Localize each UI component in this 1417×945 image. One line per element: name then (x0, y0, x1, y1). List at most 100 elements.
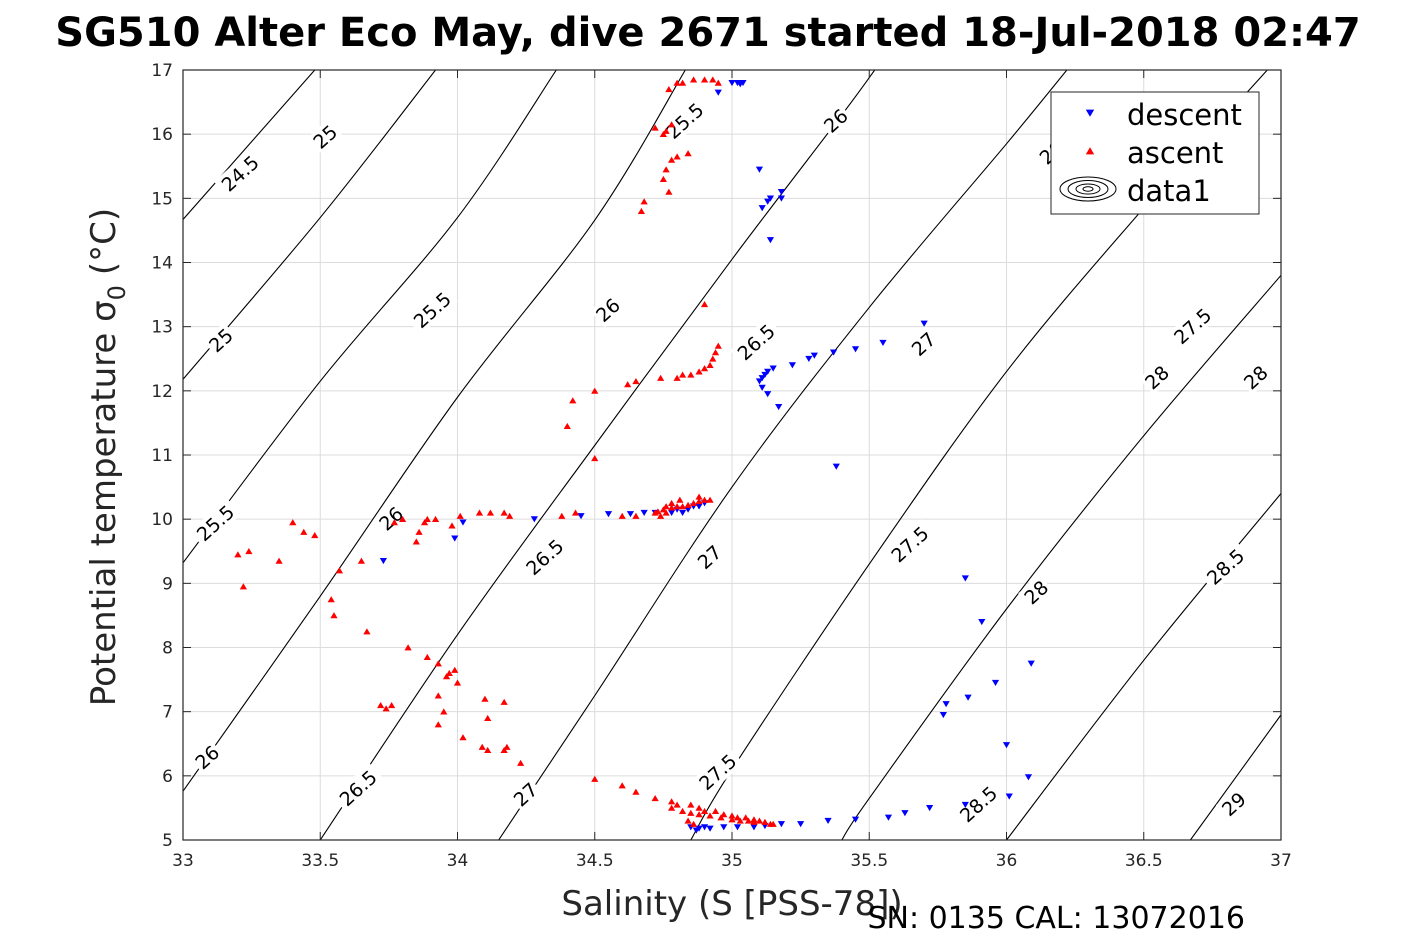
ascent-point (404, 644, 412, 651)
ascent-point (689, 499, 698, 507)
y-tick-label: 7 (162, 703, 173, 723)
contour-label-bg (373, 500, 409, 536)
ascent-point (676, 496, 684, 503)
ascent-point (420, 519, 429, 526)
ascent-point (668, 804, 676, 811)
legend-contour-ring (1075, 183, 1101, 195)
ascent-point (700, 76, 709, 83)
ascent-point (289, 519, 297, 526)
ascent-point (673, 374, 681, 381)
contour-line-28 (841, 274, 1281, 840)
descent-point (942, 701, 950, 708)
legend-label-ascent: ascent (1127, 136, 1223, 170)
contour-label-bg (1139, 359, 1175, 395)
contour-line-24.5 (183, 70, 316, 220)
y-tick-label: 12 (151, 382, 173, 402)
y-tick-label: 17 (151, 61, 173, 81)
descent-point (1002, 742, 1011, 749)
ascent-point (673, 79, 681, 86)
ascent-point (500, 746, 508, 754)
ascent-point (390, 519, 398, 526)
ascent-point (657, 374, 665, 381)
descent-point (884, 814, 893, 821)
ascent-point (651, 509, 659, 516)
descent-point (926, 805, 934, 812)
y-axis-label-main: Potential temperature σ (84, 300, 124, 706)
descent-point (788, 362, 796, 369)
descent-point (766, 195, 775, 202)
ascent-point (517, 759, 525, 766)
descent-point (901, 810, 909, 817)
grid (182, 69, 1282, 841)
ascent-point (363, 628, 371, 635)
ascent-point (484, 746, 492, 754)
descent-point (733, 824, 742, 831)
contour-label-bg (307, 119, 343, 155)
contour-label-bg (730, 317, 782, 367)
ascent-point (500, 698, 508, 705)
ascent-point (445, 669, 453, 677)
y-tick-label: 11 (151, 446, 173, 466)
ascent-point (632, 512, 640, 519)
contour-label-bg (817, 103, 854, 139)
y-axis-label-subscript: 0 (103, 285, 131, 300)
x-tick-label: 33.5 (301, 851, 339, 871)
descent-point (750, 824, 758, 831)
x-tick-label: 34 (447, 851, 469, 871)
ascent-point (673, 801, 681, 808)
ascent-point (475, 509, 484, 516)
legend-contour-ring (1067, 180, 1109, 198)
contour-label-bg (1018, 574, 1054, 610)
ascent-point (755, 817, 764, 824)
descent-point (1024, 774, 1033, 781)
ascent-point (459, 734, 467, 741)
legend-marker-ascent (1085, 147, 1095, 155)
x-tick-label: 36 (996, 851, 1018, 871)
y-axis-ticks: 5 6 7 8 9 10 11 12 13 14 15 16 17 (151, 61, 1281, 851)
ascent-point (695, 493, 703, 500)
x-tick-label: 35 (721, 851, 743, 871)
x-axis-label: Salinity (S [PSS-78]) (561, 884, 902, 924)
x-tick-label: 33 (172, 851, 194, 871)
descent-point (700, 824, 709, 831)
x-tick-label: 37 (1270, 851, 1292, 871)
ascent-point (591, 454, 599, 462)
ascent-point (275, 557, 283, 564)
ascent-point (728, 812, 736, 819)
ascent-point (744, 817, 753, 824)
ascent-point (714, 342, 722, 349)
legend-contour-ring (1082, 186, 1094, 192)
ascent-point (665, 188, 673, 195)
ascent-point (440, 708, 448, 715)
ascent-point (624, 381, 632, 388)
descent-point (728, 79, 736, 87)
ascent-point (451, 666, 459, 673)
legend-label-descent: descent (1127, 98, 1242, 132)
descent-point (577, 513, 585, 520)
descent-point (764, 368, 772, 375)
descent-point (758, 375, 766, 382)
ascent-point (668, 156, 676, 163)
descent-point (459, 519, 467, 526)
descent-point (805, 355, 813, 362)
descent-point (797, 821, 805, 828)
ascent-point (684, 817, 692, 824)
ascent-point (484, 714, 492, 721)
descent-point (851, 346, 860, 353)
ascent-point (478, 743, 486, 750)
ascent-point (388, 702, 396, 709)
y-tick-label: 15 (151, 189, 173, 209)
descent-point (832, 463, 840, 470)
descent-point (829, 349, 838, 356)
ascent-point (558, 512, 566, 519)
contour-line-26 (183, 70, 686, 792)
ascent-point (717, 814, 725, 821)
ascent-point (736, 817, 744, 824)
descent-point (604, 511, 613, 518)
ascent-point (327, 596, 335, 603)
ascent-point (423, 515, 431, 523)
ascent-point (399, 515, 407, 523)
ascent-point (709, 355, 717, 362)
contour-label-bg (658, 95, 711, 146)
x-tick-label: 34.5 (576, 851, 614, 871)
